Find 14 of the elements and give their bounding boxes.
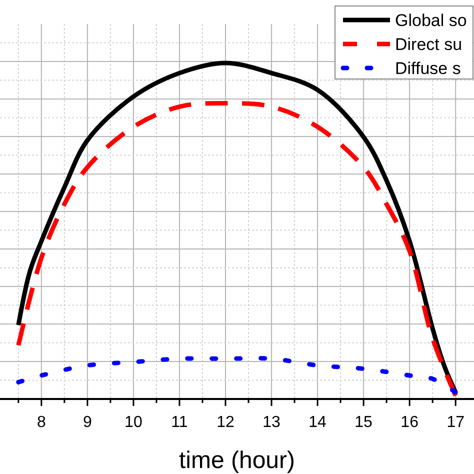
legend-label: Direct su — [395, 35, 462, 54]
x-tick-label: 10 — [124, 414, 142, 431]
x-tick-label: 11 — [171, 414, 188, 431]
x-tick-label: 17 — [446, 414, 465, 431]
x-tick-label: 9 — [82, 414, 92, 431]
x-tick-label: 16 — [400, 414, 419, 431]
x-tick-label: 15 — [354, 414, 373, 431]
legend-label: Diffuse s — [395, 59, 461, 78]
x-tick-label: 14 — [308, 414, 327, 431]
x-tick-label: 12 — [216, 414, 234, 431]
x-tick-label: 13 — [262, 414, 281, 431]
x-tick-label: 8 — [36, 414, 46, 431]
x-axis-title: time (hour) — [178, 447, 296, 474]
legend-label: Global so — [395, 11, 467, 30]
